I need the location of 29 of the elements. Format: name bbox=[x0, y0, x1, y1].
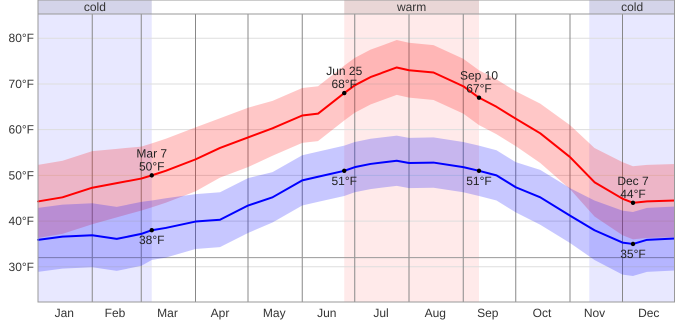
x-tick-label: Aug bbox=[424, 306, 446, 320]
annotation: 38°F bbox=[139, 233, 164, 248]
x-tick-label: Nov bbox=[584, 306, 606, 320]
x-tick-label: Apr bbox=[210, 306, 230, 320]
band-label: cold bbox=[621, 0, 644, 14]
y-tick-label: 60°F bbox=[8, 122, 34, 137]
x-tick-label: Jul bbox=[373, 306, 389, 320]
x-tick-label: Mar bbox=[157, 306, 178, 320]
y-tick-label: 40°F bbox=[8, 214, 34, 228]
band-label: warm bbox=[396, 0, 426, 14]
annotation: Dec 7 44°F bbox=[617, 174, 649, 201]
x-tick-label: Jun bbox=[317, 306, 336, 320]
annotation: 35°F bbox=[620, 246, 646, 261]
x-tick-label: Oct bbox=[532, 306, 552, 320]
x-tick-label: May bbox=[262, 306, 286, 320]
y-tick-label: 80°F bbox=[8, 31, 34, 46]
x-tick-label: Sep bbox=[477, 306, 499, 320]
y-tick-label: 30°F bbox=[8, 260, 34, 274]
annotation: 51°F bbox=[332, 174, 357, 188]
band-label: cold bbox=[84, 0, 106, 14]
annotation: 51°F bbox=[466, 174, 492, 188]
x-tick-label: Feb bbox=[104, 306, 126, 320]
y-tick-label: 70°F bbox=[8, 76, 34, 91]
annotation: Mar 7 50°F bbox=[136, 146, 168, 174]
y-tick-label: 50°F bbox=[8, 168, 34, 182]
annotation: Jun 25 68°F bbox=[326, 64, 363, 92]
annotation: Sep 10 67°F bbox=[460, 68, 498, 96]
x-tick-label: Dec bbox=[638, 306, 660, 320]
x-tick-label: Jan bbox=[54, 306, 74, 320]
